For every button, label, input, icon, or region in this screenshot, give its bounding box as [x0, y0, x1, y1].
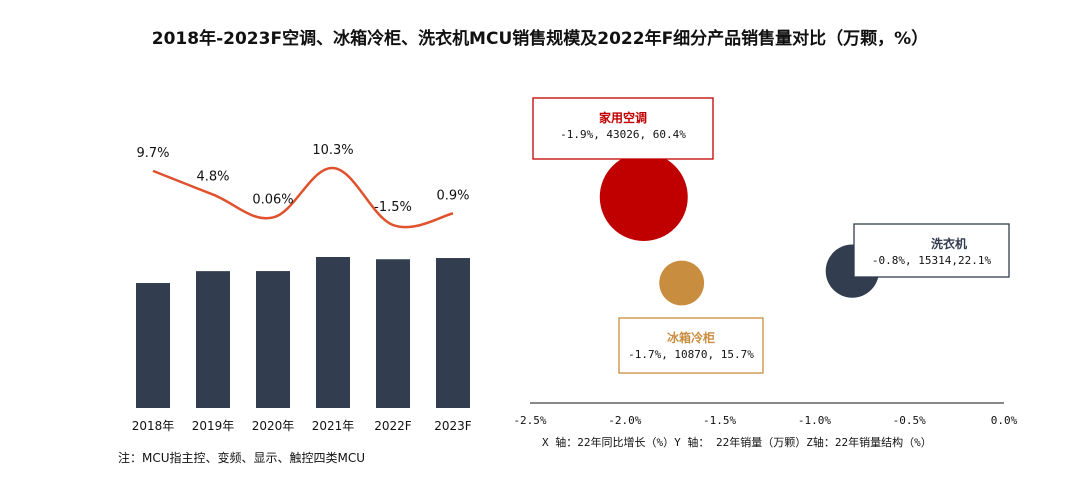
growth-label: 4.8%: [196, 170, 229, 185]
bubble-label: -1.9%, 43026, 60.4%: [560, 128, 686, 141]
bubble-label: -1.7%, 10870, 15.7%: [628, 348, 754, 361]
bar: [196, 271, 230, 408]
bubble: [659, 260, 705, 306]
callout-box: [853, 223, 1010, 278]
bar: [376, 259, 410, 408]
x-tick-label: 2021年: [312, 419, 355, 433]
x-tick-label: 2020年: [252, 419, 295, 433]
bar: [436, 258, 470, 408]
x-tick-label: -2.5%: [513, 414, 546, 427]
bar: [136, 283, 170, 408]
chart-title: 2018年-2023F空调、冰箱冷柜、洗衣机MCU销售规模及2022年F细分产品…: [151, 29, 929, 49]
x-tick-label: -1.5%: [703, 414, 736, 427]
x-tick-label: 2018年: [132, 419, 175, 433]
x-tick-label: 2022F: [374, 419, 412, 433]
x-tick-label: -0.5%: [893, 414, 926, 427]
bar: [256, 271, 290, 408]
callout-box: [618, 317, 764, 374]
axis-caption: X 轴：22年同比增长（%）Y 轴： 22年销量（万颗）Z轴：22年销量结构（%…: [542, 435, 932, 449]
callout-box: [532, 97, 714, 160]
bubble-name: 冰箱冷柜: [667, 330, 715, 345]
growth-label: -1.5%: [374, 200, 412, 215]
bubble-label: -0.8%, 15314,22.1%: [872, 254, 992, 267]
x-tick-label: 2023F: [434, 419, 472, 433]
x-tick-label: -2.0%: [608, 414, 641, 427]
bubble: [599, 153, 688, 241]
x-tick-label: -1.0%: [798, 414, 831, 427]
x-tick-label: 2019年: [192, 419, 235, 433]
footnote: 注：MCU指主控、变频、显示、触控四类MCU: [118, 451, 366, 465]
bubble-name: 家用空调: [599, 110, 647, 125]
growth-line: [152, 166, 454, 229]
growth-label: 0.9%: [436, 188, 469, 203]
bar: [316, 257, 350, 408]
growth-label: 0.06%: [252, 192, 293, 207]
growth-label: 10.3%: [312, 143, 353, 158]
x-tick-label: 0.0%: [991, 414, 1018, 427]
bubble-name: 洗衣机: [931, 236, 967, 251]
growth-label: 9.7%: [136, 146, 169, 161]
